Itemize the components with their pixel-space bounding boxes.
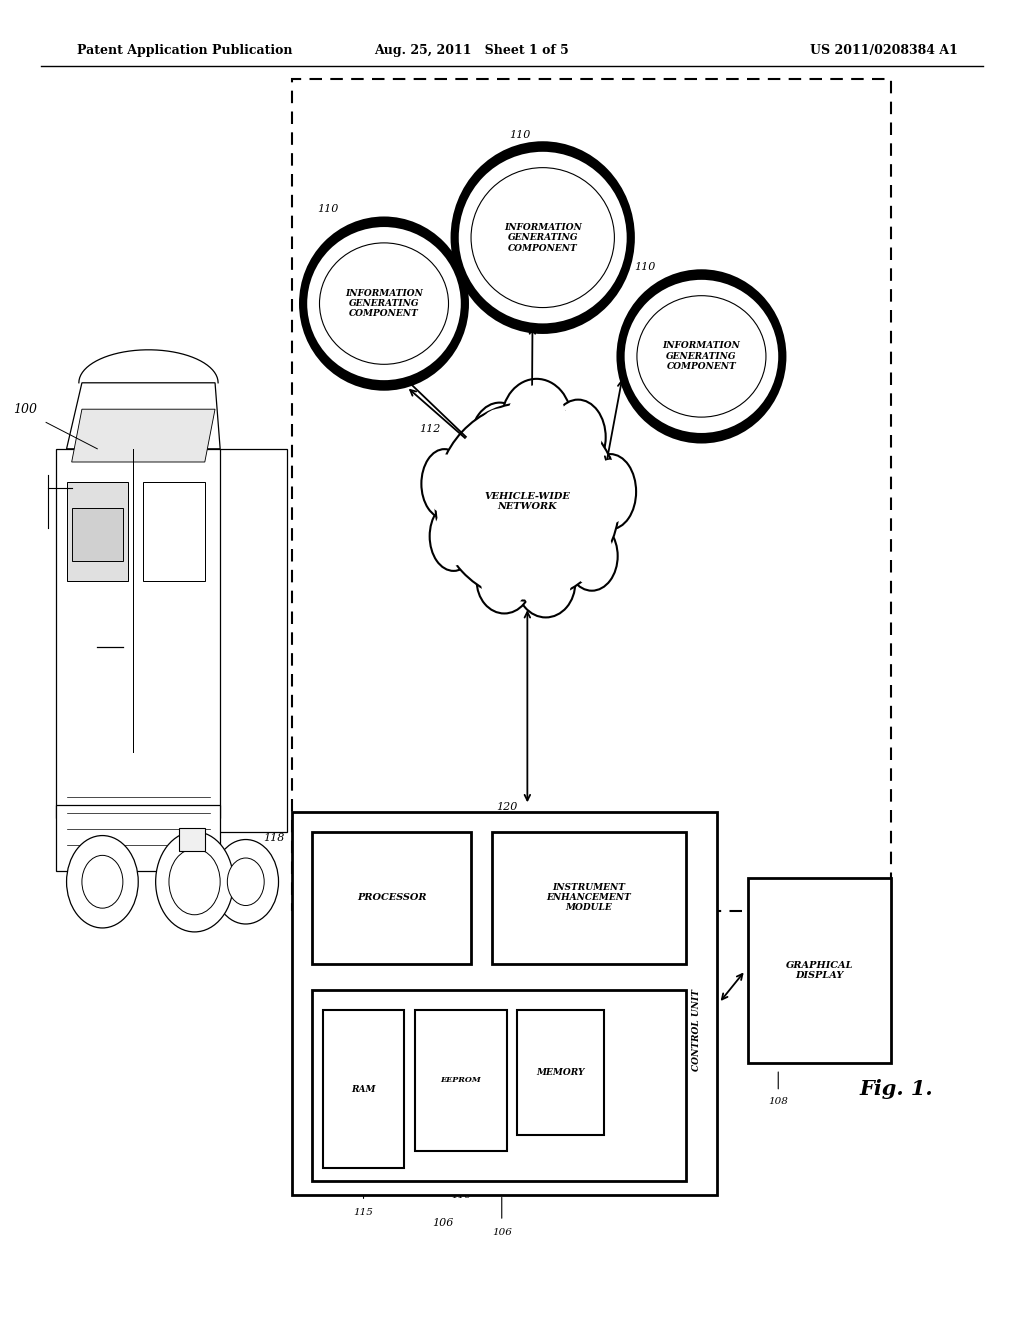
- Bar: [312, 990, 686, 1181]
- Ellipse shape: [516, 548, 575, 618]
- Bar: [72, 508, 123, 561]
- Ellipse shape: [299, 216, 469, 391]
- Ellipse shape: [435, 403, 620, 601]
- Text: 110: 110: [635, 261, 655, 272]
- Text: INFORMATION
GENERATING
COMPONENT: INFORMATION GENERATING COMPONENT: [504, 223, 582, 252]
- Ellipse shape: [570, 527, 613, 586]
- Text: RAM: RAM: [351, 1085, 376, 1093]
- Ellipse shape: [507, 385, 566, 455]
- Text: 114: 114: [551, 1175, 570, 1184]
- Ellipse shape: [616, 269, 786, 444]
- Circle shape: [169, 849, 220, 915]
- Text: 110: 110: [317, 203, 338, 214]
- Polygon shape: [72, 409, 215, 462]
- Text: 110: 110: [510, 129, 530, 140]
- Bar: [292, 812, 717, 1195]
- Bar: [415, 1010, 507, 1151]
- Text: 115: 115: [353, 1208, 374, 1217]
- Text: Fig. 1.: Fig. 1.: [859, 1078, 933, 1100]
- Bar: [67, 482, 128, 581]
- Bar: [56, 449, 220, 818]
- Text: VEHICLE-WIDE
NETWORK: VEHICLE-WIDE NETWORK: [484, 492, 570, 511]
- Ellipse shape: [307, 227, 461, 380]
- Text: 116: 116: [451, 1191, 471, 1200]
- Bar: [748, 878, 891, 1063]
- Text: INFORMATION
GENERATING
COMPONENT: INFORMATION GENERATING COMPONENT: [663, 342, 740, 371]
- Ellipse shape: [475, 409, 524, 475]
- Circle shape: [67, 836, 138, 928]
- Ellipse shape: [555, 405, 601, 469]
- Ellipse shape: [422, 449, 468, 519]
- Ellipse shape: [433, 507, 474, 566]
- Bar: [292, 79, 891, 911]
- Text: 112: 112: [420, 424, 440, 434]
- Text: INSTRUMENT
ENHANCEMENT
MODULE: INSTRUMENT ENHANCEMENT MODULE: [547, 883, 631, 912]
- Text: ELECTRONIC
CONTROL UNIT: ELECTRONIC CONTROL UNIT: [682, 989, 700, 1071]
- Text: Patent Application Publication: Patent Application Publication: [77, 44, 292, 57]
- Ellipse shape: [521, 553, 570, 612]
- Text: 108: 108: [768, 1097, 788, 1106]
- Ellipse shape: [481, 553, 527, 609]
- Bar: [323, 1010, 404, 1168]
- Bar: [179, 828, 205, 851]
- Ellipse shape: [459, 152, 627, 323]
- Text: INFORMATION
GENERATING
COMPONENT: INFORMATION GENERATING COMPONENT: [345, 289, 423, 318]
- Ellipse shape: [425, 454, 464, 513]
- Bar: [56, 805, 220, 871]
- Text: 106: 106: [492, 1228, 512, 1237]
- Ellipse shape: [589, 459, 632, 524]
- Circle shape: [213, 840, 279, 924]
- Text: 118: 118: [263, 833, 284, 843]
- Text: 106: 106: [432, 1218, 454, 1229]
- Bar: [312, 832, 471, 964]
- Ellipse shape: [502, 379, 571, 462]
- Ellipse shape: [551, 400, 606, 475]
- Text: Aug. 25, 2011   Sheet 1 of 5: Aug. 25, 2011 Sheet 1 of 5: [374, 44, 568, 57]
- Circle shape: [82, 855, 123, 908]
- Text: US 2011/0208384 A1: US 2011/0208384 A1: [810, 44, 957, 57]
- Text: 100: 100: [13, 403, 38, 416]
- Bar: [215, 449, 287, 832]
- Text: 120: 120: [497, 801, 518, 812]
- Ellipse shape: [566, 521, 617, 591]
- Ellipse shape: [470, 403, 529, 482]
- Ellipse shape: [442, 411, 612, 593]
- Circle shape: [227, 858, 264, 906]
- Polygon shape: [67, 383, 220, 449]
- Text: EEPROM: EEPROM: [440, 1076, 481, 1085]
- Bar: [143, 482, 205, 581]
- Text: GRAPHICAL
DISPLAY: GRAPHICAL DISPLAY: [785, 961, 853, 979]
- Ellipse shape: [625, 280, 778, 433]
- Ellipse shape: [451, 141, 635, 334]
- Bar: [517, 1010, 604, 1135]
- Ellipse shape: [430, 502, 477, 570]
- Circle shape: [156, 832, 233, 932]
- Bar: [492, 832, 686, 964]
- Ellipse shape: [585, 454, 636, 529]
- Text: PROCESSOR: PROCESSOR: [357, 894, 426, 902]
- Text: MEMORY: MEMORY: [537, 1068, 585, 1077]
- Ellipse shape: [476, 548, 532, 614]
